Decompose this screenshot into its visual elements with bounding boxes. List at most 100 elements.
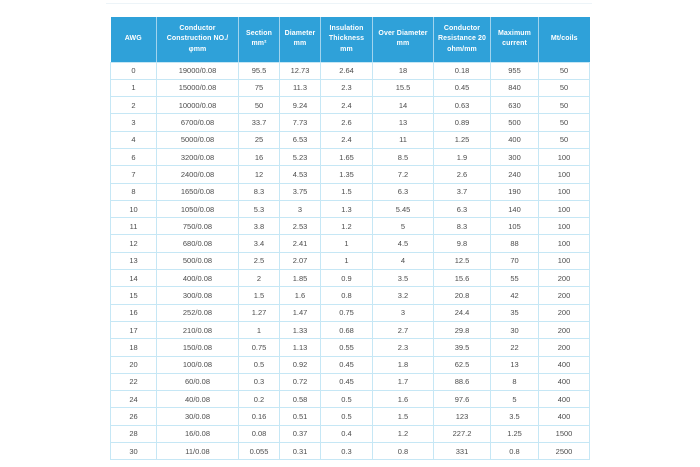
table-cell: 50 [538, 78, 590, 98]
table-cell: 29.8 [433, 320, 491, 340]
table-cell: 1.27 [238, 303, 280, 322]
table-cell: 25 [238, 130, 280, 149]
table-cell: 3200/0.08 [156, 147, 239, 167]
table-cell: 0.3 [238, 372, 280, 392]
table-cell: 15.5 [372, 78, 434, 98]
table-cell: 4 [110, 130, 157, 149]
table-cell: 500/0.08 [156, 251, 239, 271]
table-cell: 70 [490, 251, 539, 271]
table-cell: 0.68 [320, 320, 373, 340]
table-cell: 95.5 [238, 61, 280, 80]
table-cell: 1.6 [372, 390, 434, 409]
table-cell: 12.5 [433, 251, 491, 271]
table-cell: 252/0.08 [156, 303, 239, 322]
table-cell: 1500 [538, 424, 590, 444]
table-cell: 18 [110, 338, 157, 357]
table-cell: 30 [490, 320, 539, 340]
table-cell: 16/0.08 [156, 424, 239, 444]
table-row: 24 40/0.08 0.2 0.58 0.5 1.6 97.6 5 400 [110, 390, 590, 409]
table-row: 18 150/0.08 0.75 1.13 0.55 2.3 39.5 22 200 [110, 338, 590, 357]
table-cell: 0 [110, 61, 157, 80]
table-cell: 15.6 [433, 269, 491, 288]
table-row: 6 3200/0.08 16 5.23 1.65 8.5 1.9 300 100 [110, 147, 590, 167]
table-cell: 400 [538, 407, 590, 426]
table-cell: 6.53 [279, 130, 321, 149]
table-cell: 140 [490, 199, 539, 219]
table-cell: 10 [110, 199, 157, 219]
table-cell: 39.5 [433, 338, 491, 357]
table-cell: 35 [490, 303, 539, 322]
table-cell: 0.58 [279, 390, 321, 409]
table-cell: 0.18 [433, 61, 491, 80]
table-row: 4 5000/0.08 25 6.53 2.4 11 1.25 400 50 [110, 130, 590, 149]
table-cell: 2.41 [279, 234, 321, 253]
table-row: 15 300/0.08 1.5 1.6 0.8 3.2 20.8 42 200 [110, 286, 590, 305]
table-cell: 20 [110, 355, 157, 374]
table-cell: 1 [320, 251, 373, 271]
table-cell: 1.2 [320, 217, 373, 236]
table-cell: 30/0.08 [156, 407, 239, 426]
table-cell: 0.31 [279, 442, 321, 461]
table-cell: 0.08 [238, 424, 280, 444]
table-cell: 5 [490, 390, 539, 409]
spec-table: AWG Conductor Construction NO./φmm Section… [110, 17, 590, 461]
table-cell: 400/0.08 [156, 269, 239, 288]
table-cell: 6.3 [372, 182, 434, 201]
table-cell: 150/0.08 [156, 338, 239, 357]
table-cell: 6700/0.08 [156, 113, 239, 132]
table-cell: 2 [238, 269, 280, 288]
table-cell: 28 [110, 424, 157, 444]
table-cell: 2.07 [279, 251, 321, 271]
table-cell: 400 [538, 355, 590, 374]
table-row: 11 750/0.08 3.8 2.53 1.2 5 8.3 105 100 [110, 217, 590, 236]
table-cell: 2.5 [238, 251, 280, 271]
table-cell: 2.53 [279, 217, 321, 236]
table-cell: 15 [110, 286, 157, 305]
table-cell: 1.47 [279, 303, 321, 322]
column-header-1: Conductor Construction NO./φmm [156, 17, 239, 63]
column-header-2: Section mm² [238, 17, 280, 63]
table-cell: 5000/0.08 [156, 130, 239, 149]
table-cell: 88.6 [433, 372, 491, 392]
table-cell: 16 [110, 303, 157, 322]
table-cell: 14 [110, 269, 157, 288]
table-cell: 3 [110, 113, 157, 132]
table-cell: 5.23 [279, 147, 321, 167]
table-cell: 7 [110, 165, 157, 184]
table-cell: 50 [538, 96, 590, 115]
table-cell: 8.3 [433, 217, 491, 236]
table-cell: 1.3 [320, 199, 373, 219]
table-cell: 1.13 [279, 338, 321, 357]
table-cell: 200 [538, 269, 590, 288]
table-cell: 30 [110, 442, 157, 461]
table-cell: 200 [538, 338, 590, 357]
table-cell: 1.7 [372, 372, 434, 392]
table-row: 10 1050/0.08 5.3 3 1.3 5.45 6.3 140 100 [110, 199, 590, 219]
table-cell: 2500 [538, 442, 590, 461]
table-cell: 100 [538, 251, 590, 271]
table-cell: 22 [490, 338, 539, 357]
table-cell: 11/0.08 [156, 442, 239, 461]
table-cell: 88 [490, 234, 539, 253]
table-cell: 3.2 [372, 286, 434, 305]
table-cell: 190 [490, 182, 539, 201]
table-cell: 0.9 [320, 269, 373, 288]
table-cell: 2.3 [320, 78, 373, 98]
table-row: 13 500/0.08 2.5 2.07 1 4 12.5 70 100 [110, 251, 590, 271]
table-cell: 0.92 [279, 355, 321, 374]
table-cell: 123 [433, 407, 491, 426]
table-cell: 7.2 [372, 165, 434, 184]
table-cell: 3 [279, 199, 321, 219]
table-cell: 2.4 [320, 96, 373, 115]
table-cell: 750/0.08 [156, 217, 239, 236]
table-cell: 60/0.08 [156, 372, 239, 392]
table-cell: 9.24 [279, 96, 321, 115]
table-row: 7 2400/0.08 12 4.53 1.35 7.2 2.6 240 100 [110, 165, 590, 184]
table-cell: 400 [538, 372, 590, 392]
table-cell: 10000/0.08 [156, 96, 239, 115]
table-cell: 227.2 [433, 424, 491, 444]
table-cell: 3.75 [279, 182, 321, 201]
table-cell: 200 [538, 286, 590, 305]
table-row: 30 11/0.08 0.055 0.31 0.3 0.8 331 0.8 2500 [110, 442, 590, 461]
table-row: 2 10000/0.08 50 9.24 2.4 14 0.63 630 50 [110, 96, 590, 115]
